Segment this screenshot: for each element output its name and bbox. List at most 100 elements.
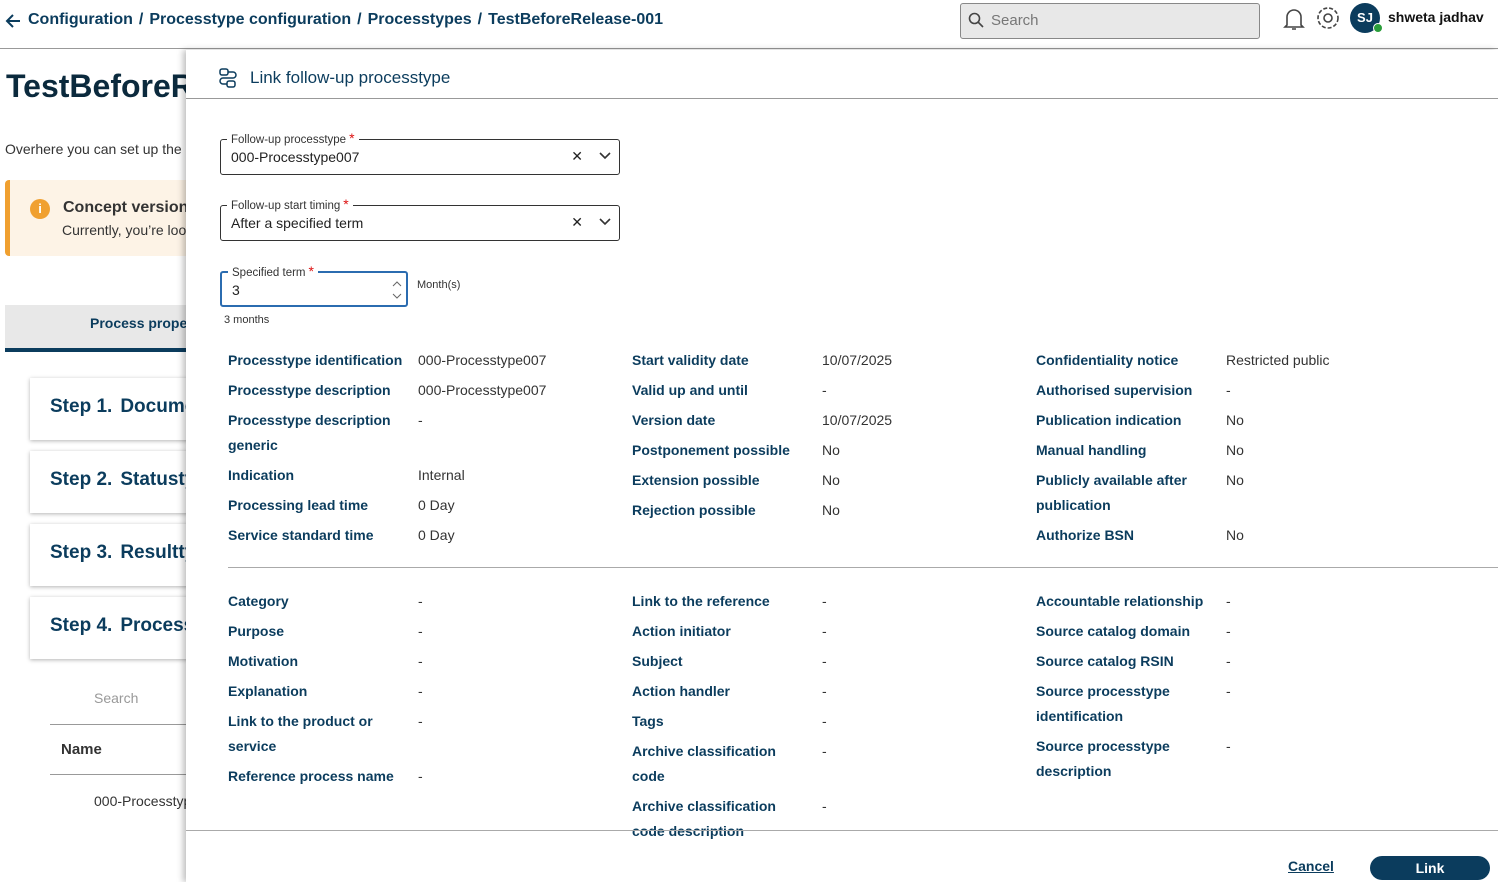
detail-value: - (1226, 652, 1231, 669)
field-value: After a specified term (231, 215, 364, 231)
step-card[interactable]: Step 2. Statustypes (30, 451, 200, 513)
required-mark: * (349, 130, 355, 146)
detail-label: Authorize BSN (1036, 526, 1134, 543)
table-search[interactable]: Search (50, 690, 200, 725)
detail-value: No (822, 441, 840, 458)
detail-label: Motivation (228, 652, 298, 669)
detail-row: Subject - (632, 646, 1032, 676)
detail-value: 000-Processtype007 (418, 351, 547, 368)
detail-row: Processtype identification 000-Processtyp… (228, 345, 628, 375)
detail-label: Processtype description (228, 381, 391, 398)
detail-value: - (418, 622, 423, 639)
step-card[interactable]: Step 1. Documents (30, 378, 200, 440)
detail-label: Reference process name (228, 767, 394, 784)
detail-label: Action handler (632, 682, 731, 699)
step-name: Statustypes (120, 469, 200, 490)
crumb[interactable]: Configuration (28, 11, 133, 28)
detail-row: Processing lead time 0 Day (228, 490, 628, 520)
detail-label: Source processtype identification (1036, 682, 1170, 724)
detail-value: - (1226, 682, 1231, 699)
cancel-button[interactable]: Cancel (1288, 858, 1334, 874)
detail-row: Link to the product or service - (228, 706, 628, 761)
search-box[interactable]: Search (960, 3, 1260, 39)
select-field[interactable]: Follow-up start timing * After a specifie… (220, 196, 620, 241)
breadcrumb: Configuration / Processtype configuration /… (28, 11, 669, 29)
step-card[interactable]: Step 4. Processtypes (30, 597, 200, 659)
detail-label: Postponement possible (632, 441, 790, 458)
detail-row: Processtype description generic - (228, 405, 628, 460)
detail-value: - (822, 592, 827, 609)
field-value: 000-Processtype007 (231, 149, 360, 165)
detail-value: 0 Day (418, 496, 455, 513)
detail-column: Category - Purpose - Motivation - Explanation -… (228, 586, 628, 791)
detail-value: - (822, 381, 827, 398)
select-field[interactable]: Follow-up processtype * 000-Processtype00… (220, 130, 620, 175)
detail-label: Archive classification code (632, 742, 776, 784)
detail-label: Service standard time (228, 526, 374, 543)
detail-value: - (822, 742, 827, 759)
field-label: Specified term (232, 267, 306, 279)
step-number: Step 2. (50, 469, 113, 490)
helper-text: 3 months (224, 314, 270, 326)
detail-value: - (822, 652, 827, 669)
detail-row: Extension possible No (632, 465, 1032, 495)
detail-row: Archive classification code description - (632, 791, 1032, 846)
separator: / (138, 11, 144, 28)
back-arrow[interactable] (4, 12, 22, 30)
detail-value: No (1226, 526, 1244, 543)
detail-label: Tags (632, 712, 664, 729)
detail-value: No (1226, 441, 1244, 458)
detail-row: Reference process name - (228, 761, 628, 791)
detail-value: - (418, 767, 423, 784)
placeholder: Search (991, 12, 1039, 29)
detail-label: Indication (228, 466, 295, 483)
detail-row: Valid up and until - (632, 375, 1032, 405)
divider (228, 567, 1498, 568)
step-number: Step 3. (50, 542, 113, 563)
detail-value: No (822, 501, 840, 518)
bell-icon[interactable] (1282, 6, 1306, 32)
detail-value: - (418, 682, 423, 699)
detail-label: Version date (632, 411, 716, 428)
detail-label: Source catalog RSIN (1036, 652, 1174, 669)
detail-value: No (1226, 411, 1244, 428)
detail-row: Postponement possible No (632, 435, 1032, 465)
detail-row: Motivation - (228, 646, 628, 676)
detail-row: Version date 10/07/2025 (632, 405, 1032, 435)
crumb: TestBeforeRelease-001 (488, 11, 664, 28)
detail-label: Link to the product or service (228, 712, 373, 754)
notice-title: Concept version (63, 199, 189, 216)
detail-label: Action initiator (632, 622, 731, 639)
field-label: Follow-up start timing (231, 200, 341, 212)
crumb[interactable]: Processtypes (367, 11, 472, 28)
detail-label: Processtype description generic (228, 411, 391, 453)
detail-label: Processing lead time (228, 496, 369, 513)
top-bar: Configuration / Processtype configuration /… (0, 0, 1498, 49)
crumb[interactable]: Processtype configuration (149, 11, 352, 28)
modal-header: Link follow-up processtype (186, 50, 1498, 99)
number-field[interactable]: Specified term * 3 (220, 263, 408, 307)
detail-row: Start validity date 10/07/2025 (632, 345, 1032, 375)
detail-value: 10/07/2025 (822, 411, 893, 428)
detail-column: Accountable relationship - Source catalog … (1036, 586, 1436, 786)
settings-icon[interactable] (1315, 5, 1341, 31)
detail-label: Accountable relationship (1036, 592, 1204, 609)
unit: Month(s) (417, 279, 461, 291)
detail-row: Manual handling No (1036, 435, 1436, 465)
detail-label: Start validity date (632, 351, 749, 368)
tab[interactable]: Process properties (5, 305, 217, 352)
detail-column: Start validity date 10/07/2025 Valid up an… (632, 345, 1032, 525)
step-name: Processtypes (120, 615, 200, 636)
detail-row: Purpose - (228, 616, 628, 646)
separator: / (477, 11, 483, 28)
detail-row: Action initiator - (632, 616, 1032, 646)
user-name[interactable]: shweta jadhav (1388, 9, 1484, 25)
detail-label: Link to the reference (632, 592, 770, 609)
detail-row: Service standard time 0 Day (228, 520, 628, 550)
detail-value: No (1226, 471, 1244, 488)
detail-value: 10/07/2025 (822, 351, 893, 368)
column-header[interactable]: Name (61, 741, 102, 758)
step-card[interactable]: Step 3. Resulttypes (30, 524, 200, 586)
required-mark: * (308, 263, 314, 279)
link-button[interactable]: Link (1370, 856, 1490, 880)
